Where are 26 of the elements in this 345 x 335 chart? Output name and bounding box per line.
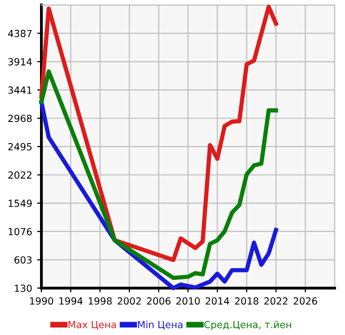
y-tick-label: 1076 [8,228,32,236]
y-tick-label: 603 [14,256,32,264]
line-series [39,4,278,262]
x-tick-label: 1998 [88,297,112,305]
legend-label: Сред.Цена, т.йен [204,320,292,330]
x-tick-label: 2018 [235,297,258,305]
y-tick-label: 3441 [8,86,32,94]
y-tick-label: 2968 [8,114,32,122]
x-tick-label: 2026 [294,297,318,305]
y-tick-label: 4387 [8,30,32,38]
line-series [39,69,278,280]
y-tick-label: 1549 [8,200,32,208]
x-tick-label: 2022 [264,297,288,305]
legend-label: Max Цена [68,321,116,330]
x-tick-label: 2006 [147,297,170,305]
y-tick-label: 3914 [8,58,32,66]
x-tick-label: 2014 [206,297,230,305]
x-tick-label: 2002 [118,297,141,305]
y-tick-label: 2022 [8,171,32,179]
x-tick-label: 1994 [59,297,83,305]
legend-label: Min Цена [138,320,182,330]
x-tick-label: 2010 [176,297,200,305]
y-tick-label: 130 [14,284,32,292]
x-tick-label: 1990 [30,297,54,305]
y-tick-label: 2495 [8,143,32,150]
line-series [39,100,278,290]
